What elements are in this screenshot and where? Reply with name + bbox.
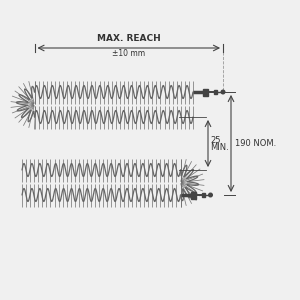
Text: MIN.: MIN. (210, 143, 229, 152)
Text: MAX. REACH: MAX. REACH (97, 34, 160, 43)
Circle shape (209, 193, 212, 197)
Text: ±10 mm: ±10 mm (112, 49, 145, 58)
Text: 190 NOM.: 190 NOM. (235, 139, 276, 148)
Circle shape (221, 90, 225, 94)
Text: 25: 25 (210, 136, 220, 145)
Bar (203, 88, 208, 95)
Bar (190, 191, 196, 199)
Bar (202, 193, 205, 197)
Bar (214, 90, 217, 94)
